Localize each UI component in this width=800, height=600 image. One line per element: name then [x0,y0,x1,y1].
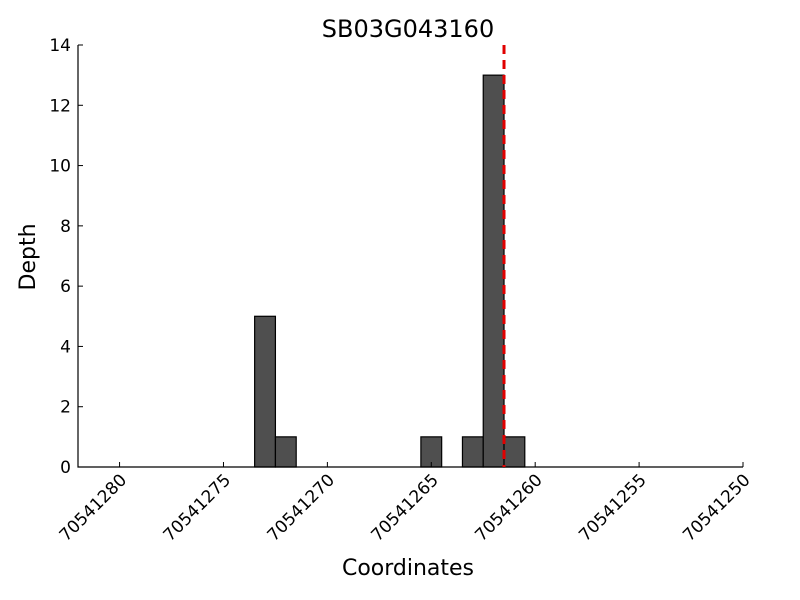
x-tick-label: 70541275 [160,470,235,545]
x-tick-label: 70541265 [367,470,442,545]
bar-4 [482,74,505,468]
x-axis-label: Coordinates [342,556,474,581]
y-axis-ticks: 0 2 4 6 8 10 12 14 [49,36,83,478]
y-tick-label: 0 [60,458,71,478]
x-tick-label: 70541250 [679,470,754,545]
x-tick-label: 70541260 [471,470,546,545]
y-axis-label: Depth [16,223,41,290]
x-axis-ticks: 70541280 70541275 70541270 70541265 70541260… [56,462,755,546]
bars-group [254,74,526,468]
bar-0 [254,315,277,468]
bar-3 [461,436,484,468]
x-tick-label: 70541255 [575,470,650,545]
y-tick-label: 12 [49,96,71,116]
x-tick-label: 70541280 [56,470,131,545]
bar-1 [274,436,297,468]
y-tick-label: 10 [49,157,71,177]
y-tick-label: 14 [49,36,71,56]
chart-title: SB03G043160 [322,15,494,43]
bar-5 [503,436,526,468]
axes-frame [77,45,743,468]
y-tick-label: 4 [60,337,71,357]
y-tick-label: 2 [60,398,71,418]
y-tick-label: 6 [60,277,71,297]
x-tick-label: 70541270 [264,470,339,545]
y-tick-label: 8 [60,217,71,237]
